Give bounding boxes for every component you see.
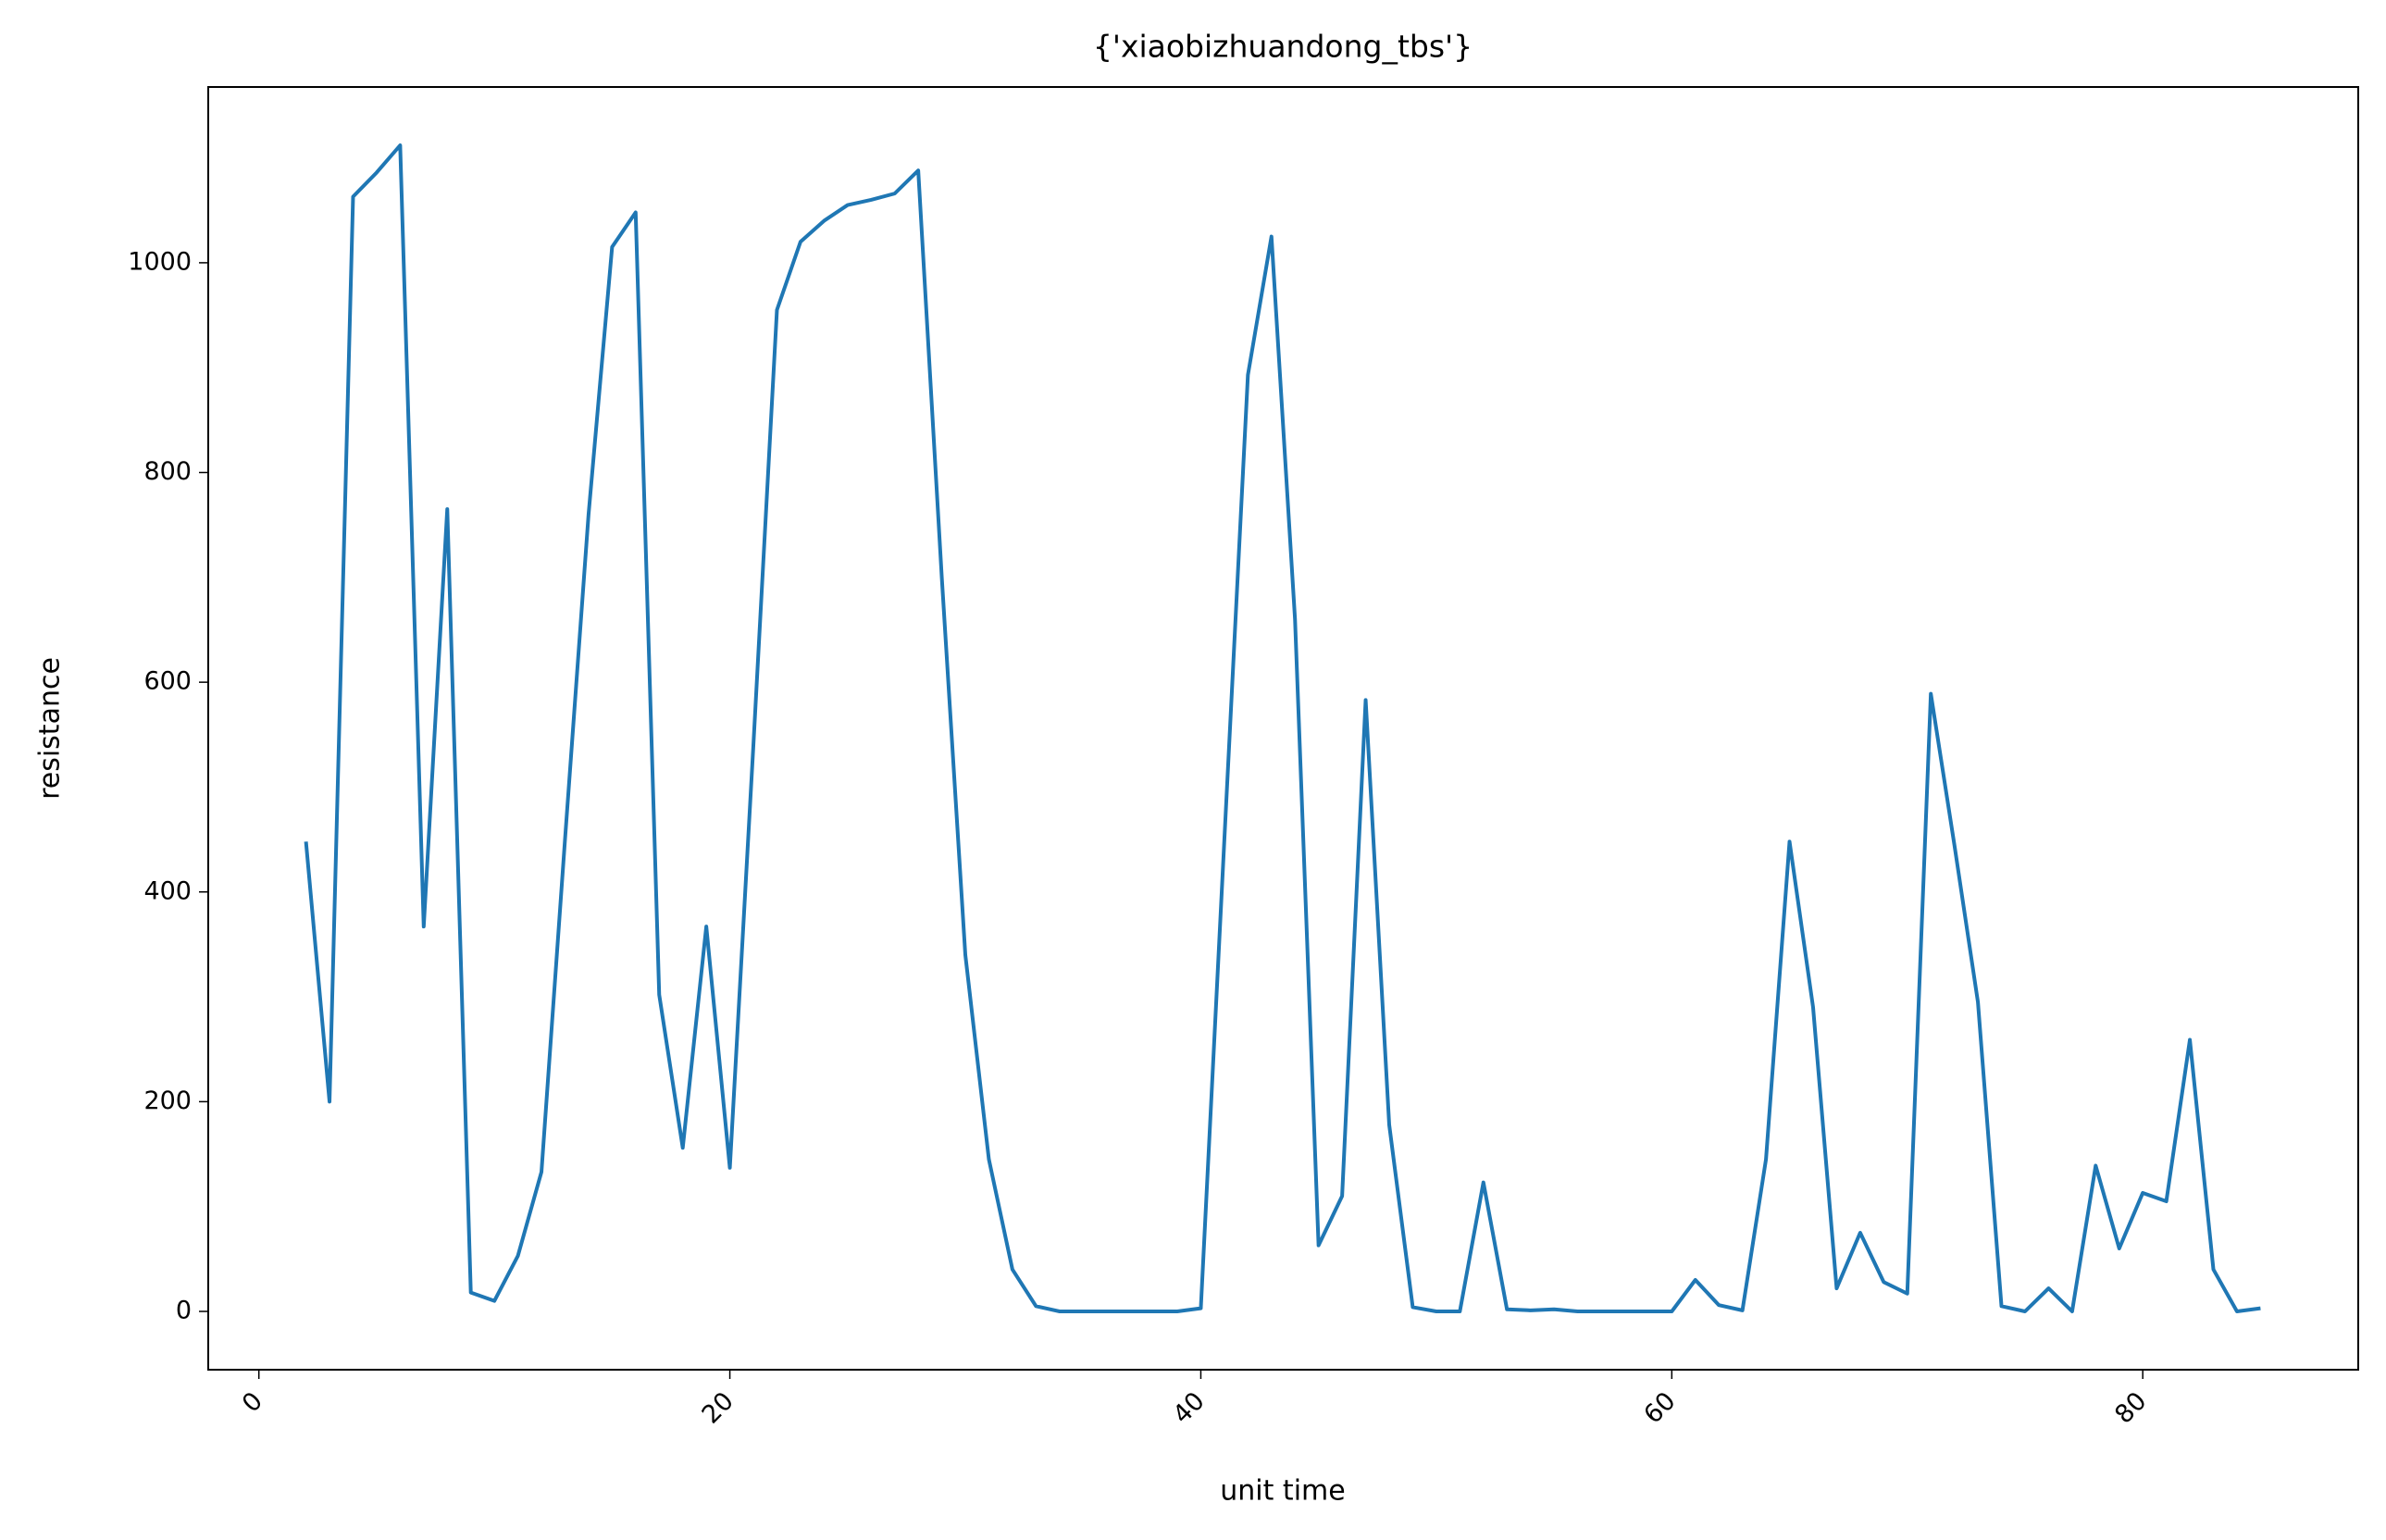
y-tick-label: 0 bbox=[176, 1297, 192, 1325]
plot-frame bbox=[207, 86, 2359, 1371]
y-tick-label: 600 bbox=[143, 667, 192, 696]
data-line bbox=[304, 143, 2261, 1313]
y-tick-label: 1000 bbox=[128, 247, 192, 276]
x-axis-label: unit time bbox=[1220, 1475, 1345, 1508]
y-tick-label: 400 bbox=[143, 876, 192, 905]
chart-title: {'xiaobizhuandong_tbs'} bbox=[1093, 29, 1473, 65]
y-tick-label: 800 bbox=[143, 457, 192, 486]
y-axis-label: resistance bbox=[34, 657, 67, 800]
y-tick-label: 200 bbox=[143, 1087, 192, 1115]
